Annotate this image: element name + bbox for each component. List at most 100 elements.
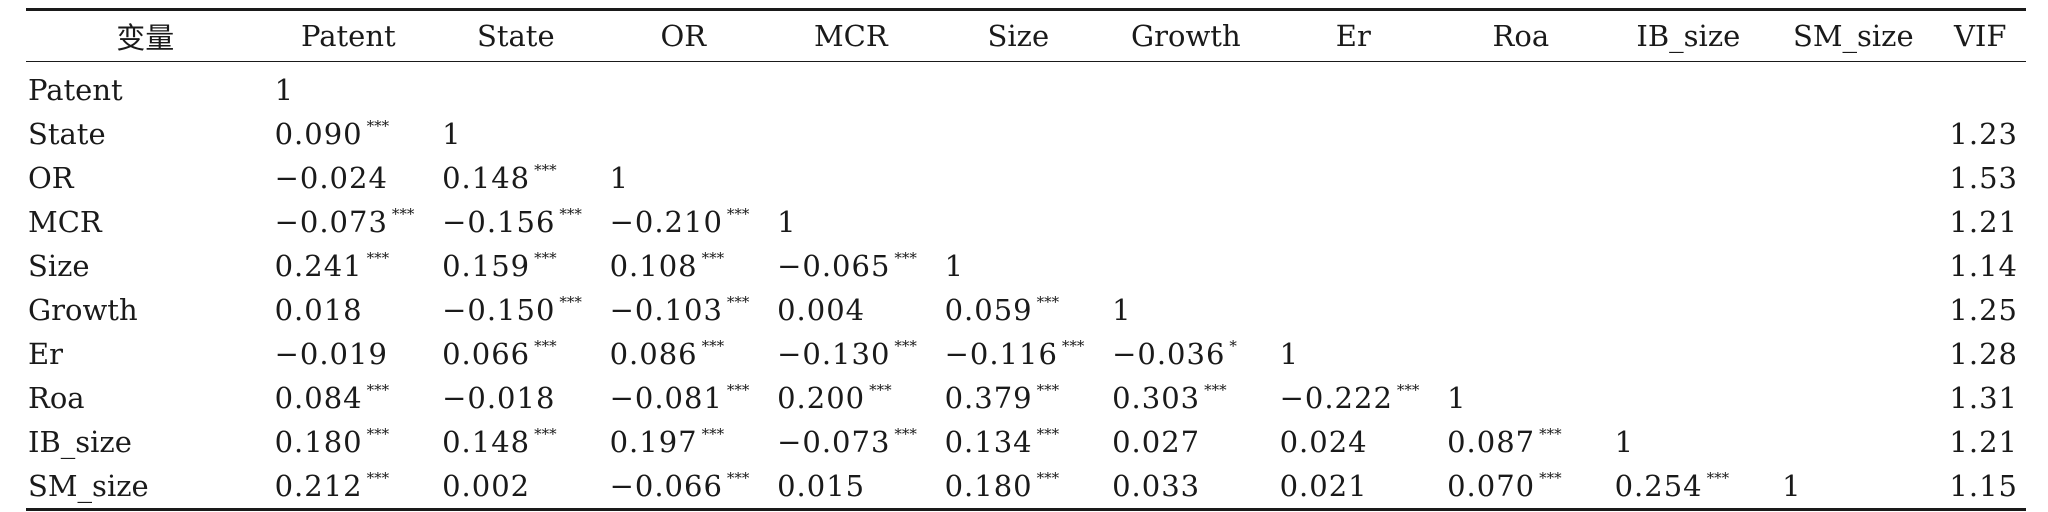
table-row: MCR −0.073 *** −0.156 *** −0.210 *** 1 1.21 (26, 200, 2026, 244)
row-label: MCR (28, 205, 102, 239)
correlation-cell: −0.103 *** (600, 288, 768, 332)
correlation-cell (1270, 156, 1438, 200)
cell-value: −0.103 (609, 293, 723, 327)
significance-stars: *** (366, 381, 390, 399)
cell-value: 0.090 (274, 117, 363, 151)
header-sm-size: SM_size (1792, 19, 1914, 53)
correlation-cell (1605, 200, 1773, 244)
significance-stars: *** (869, 381, 892, 399)
cell-value: 0.108 (609, 249, 698, 283)
correlation-cell: 0.148 *** (432, 156, 600, 200)
significance-stars: *** (1061, 337, 1085, 355)
correlation-cell: 0.087 *** (1437, 420, 1605, 464)
cell-value: 0.070 (1447, 469, 1536, 503)
table-row: OR −0.024 0.148 *** 1 1.53 (26, 156, 2026, 200)
cell-value: 0.027 (1112, 425, 1201, 459)
correlation-cell: 0.033 (1102, 464, 1270, 510)
correlation-cell (1772, 112, 1934, 156)
table-row: State 0.090 *** 1 1.23 (26, 112, 2026, 156)
correlation-cell (1772, 420, 1934, 464)
cell-value: 0.033 (1112, 469, 1201, 503)
correlation-cell: −0.081 *** (600, 376, 768, 420)
cell-value: −0.130 (777, 337, 891, 371)
correlation-cell (1772, 156, 1934, 200)
correlation-cell: −0.018 (432, 376, 600, 420)
correlation-cell (600, 62, 768, 113)
vif-cell: 1.53 (1949, 161, 2018, 195)
correlation-cell (935, 156, 1103, 200)
header-roa: Roa (1492, 19, 1550, 53)
correlation-cell: −0.024 (265, 156, 433, 200)
cell-value: −0.065 (777, 249, 891, 283)
correlation-cell: 0.086 *** (600, 332, 768, 376)
cell-value: −0.073 (777, 425, 891, 459)
cell-value: −0.156 (442, 205, 556, 239)
correlation-cell (1605, 288, 1773, 332)
cell-value: 0.241 (274, 249, 363, 283)
cell-value: 1 (1279, 337, 1300, 371)
significance-stars: *** (366, 469, 390, 487)
correlation-cell (1270, 62, 1438, 113)
header-size: Size (987, 19, 1050, 53)
correlation-cell: 0.303 *** (1102, 376, 1270, 420)
correlation-cell (1437, 112, 1605, 156)
table-body: Patent 1 State 0.090 *** 1 1.23 OR −0.024 0.148 **… (26, 62, 2026, 510)
significance-stars: *** (534, 337, 557, 355)
vif-cell (1935, 62, 2027, 113)
correlation-cell: 0.004 (767, 288, 935, 332)
correlation-cell (1270, 288, 1438, 332)
correlation-cell: 0.197 *** (600, 420, 768, 464)
significance-stars: *** (1036, 425, 1060, 443)
significance-stars: *** (894, 249, 917, 267)
table-header: 变量 Patent State OR MCR Size Growth Er Roa IB_size… (26, 9, 2026, 62)
correlation-cell: 0.059 *** (935, 288, 1103, 332)
cell-value: 0.018 (274, 293, 363, 327)
cell-value: −0.018 (442, 381, 556, 415)
correlation-cell: −0.066 *** (600, 464, 768, 510)
correlation-cell: 1 (1437, 376, 1605, 420)
cell-value: −0.116 (944, 337, 1058, 371)
correlation-cell (1605, 62, 1773, 113)
significance-stars: *** (726, 469, 750, 487)
vif-cell: 1.23 (1949, 117, 2018, 151)
correlation-cell: 1 (432, 112, 600, 156)
row-label: Er (28, 337, 64, 371)
significance-stars: *** (726, 381, 750, 399)
correlation-cell: −0.036 * (1102, 332, 1270, 376)
correlation-cell (1102, 62, 1270, 113)
correlation-cell (1102, 112, 1270, 156)
cell-value: −0.210 (609, 205, 723, 239)
correlation-cell (1605, 112, 1773, 156)
correlation-cell: 1 (600, 156, 768, 200)
cell-value: 1 (1614, 425, 1635, 459)
significance-stars: *** (391, 205, 415, 223)
vif-cell: 1.28 (1949, 337, 2018, 371)
correlation-cell: 0.015 (767, 464, 935, 510)
correlation-cell: −0.073 *** (767, 420, 935, 464)
correlation-cell (1102, 156, 1270, 200)
significance-stars: *** (701, 425, 725, 443)
correlation-cell (1772, 288, 1934, 332)
significance-stars: *** (726, 205, 750, 223)
correlation-cell: 1 (767, 200, 935, 244)
cell-value: 0.148 (442, 161, 531, 195)
header-variable: 变量 (116, 21, 175, 55)
correlation-cell (1437, 332, 1605, 376)
cell-value: 1 (1782, 469, 1802, 503)
cell-value: 0.024 (1279, 425, 1368, 459)
table-row: IB_size 0.180 *** 0.148 *** 0.197 *** −0.073 ***… (26, 420, 2026, 464)
cell-value: 0.159 (442, 249, 531, 283)
significance-stars: *** (701, 337, 725, 355)
table-row: Roa 0.084 *** −0.018 −0.081 *** 0.200 *** 0.379 *… (26, 376, 2026, 420)
significance-stars: *** (559, 205, 582, 223)
cell-value: 1 (274, 73, 295, 107)
significance-stars: *** (534, 425, 557, 443)
correlation-cell: 0.084 *** (265, 376, 433, 420)
row-label: Growth (28, 293, 138, 327)
row-label: IB_size (28, 425, 132, 459)
cell-value: 0.148 (442, 425, 531, 459)
correlation-cell: −0.116 *** (935, 332, 1103, 376)
cell-value: 0.134 (944, 425, 1033, 459)
significance-stars: *** (366, 425, 390, 443)
correlation-cell (1437, 288, 1605, 332)
